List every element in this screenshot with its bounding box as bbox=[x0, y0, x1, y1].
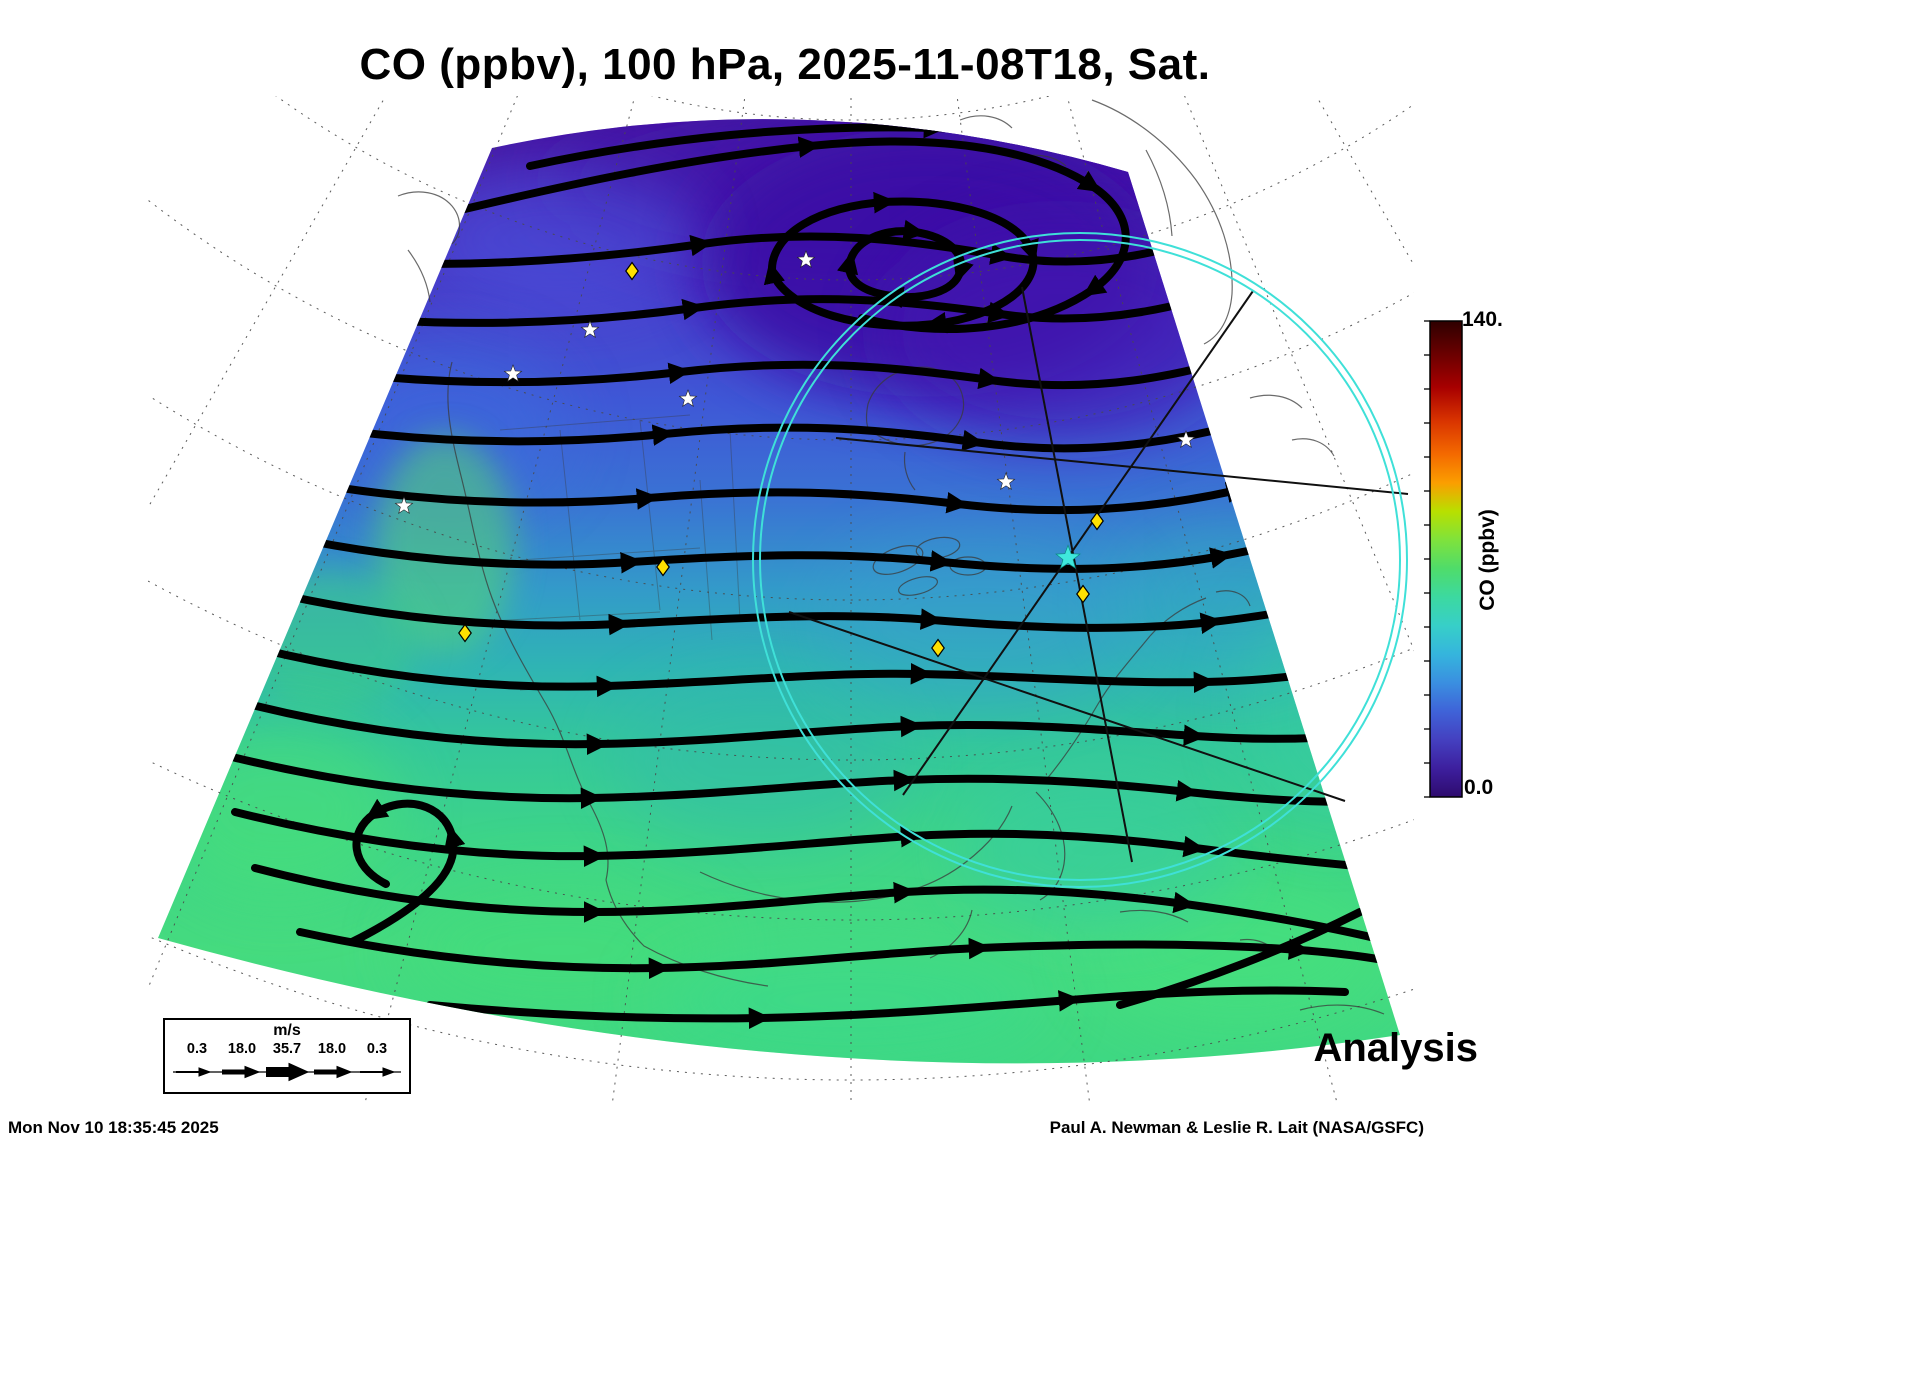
colorbar-min-label: 0.0 bbox=[1464, 776, 1494, 799]
wind-streamlines bbox=[224, 119, 1400, 1030]
wind-legend-value: 35.7 bbox=[272, 1041, 302, 1057]
wind-legend-units: m/s bbox=[273, 1022, 301, 1039]
wind-legend-value: 0.3 bbox=[366, 1041, 388, 1057]
creation-timestamp: Mon Nov 10 18:35:45 2025 bbox=[8, 1118, 219, 1137]
wind-legend-values: 0.3 18.0 35.7 18.0 0.3 bbox=[165, 1041, 409, 1057]
credit-line: Paul A. Newman & Leslie R. Lait (NASA/GS… bbox=[1049, 1118, 1424, 1137]
wind-legend-arrows bbox=[173, 1062, 401, 1082]
cross-section-lines bbox=[788, 286, 1409, 863]
colorbar-gradient bbox=[1429, 320, 1463, 798]
colorbar bbox=[1421, 320, 1465, 803]
wind-legend-value: 18.0 bbox=[227, 1041, 257, 1057]
range-ring bbox=[752, 232, 1408, 888]
colorbar-ticks bbox=[1424, 320, 1430, 798]
wind-legend-value: 18.0 bbox=[317, 1041, 347, 1057]
wind-legend-value: 0.3 bbox=[186, 1041, 208, 1057]
colorbar-max-label: 140. bbox=[1462, 308, 1503, 331]
colorbar-axis-label: CO (ppbv) bbox=[1476, 509, 1499, 611]
analysis-label: Analysis bbox=[1313, 1026, 1478, 1070]
wind-speed-legend: m/s 0.3 18.0 35.7 18.0 0.3 bbox=[163, 1018, 411, 1094]
page-title: CO (ppbv), 100 hPa, 2025-11-08T18, Sat. bbox=[359, 40, 1211, 89]
